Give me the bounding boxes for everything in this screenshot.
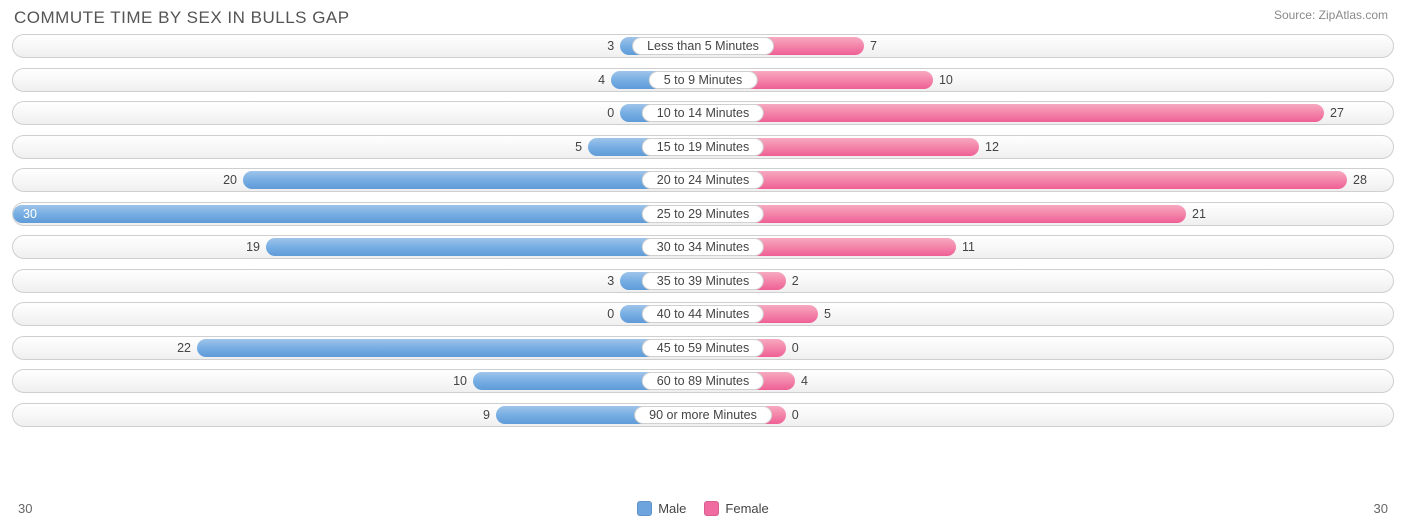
legend-swatch-female (704, 501, 719, 516)
value-female: 0 (792, 404, 799, 426)
category-label: 20 to 24 Minutes (642, 171, 764, 189)
value-male: 20 (223, 169, 237, 191)
value-female: 10 (939, 69, 953, 91)
category-label: 15 to 19 Minutes (642, 138, 764, 156)
chart-row: 9 0 90 or more Minutes (12, 403, 1394, 427)
value-female: 11 (962, 236, 975, 258)
bar-male (243, 171, 703, 189)
value-female: 5 (824, 303, 831, 325)
bar-female (703, 205, 1186, 223)
legend-item-female: Female (704, 501, 768, 516)
legend-label-female: Female (725, 501, 768, 516)
value-female: 12 (985, 136, 999, 158)
chart-row: 19 11 30 to 34 Minutes (12, 235, 1394, 259)
category-label: 35 to 39 Minutes (642, 272, 764, 290)
chart-row: 0 5 40 to 44 Minutes (12, 302, 1394, 326)
value-male: 9 (483, 404, 490, 426)
value-male: 10 (453, 370, 467, 392)
chart-header: COMMUTE TIME BY SEX IN BULLS GAP Source:… (0, 0, 1406, 34)
chart-row: 20 28 20 to 24 Minutes (12, 168, 1394, 192)
chart-row: 22 0 45 to 59 Minutes (12, 336, 1394, 360)
category-label: 60 to 89 Minutes (642, 372, 764, 390)
bar-male (266, 238, 703, 256)
category-label: 90 or more Minutes (634, 406, 772, 424)
value-male: 3 (607, 270, 614, 292)
axis-max-left: 30 (18, 501, 32, 516)
chart-row: 4 10 5 to 9 Minutes (12, 68, 1394, 92)
value-male: 0 (607, 102, 614, 124)
bar-female (703, 171, 1347, 189)
bar-female (703, 104, 1324, 122)
chart-row: 5 12 15 to 19 Minutes (12, 135, 1394, 159)
chart-footer: 30 Male Female 30 (0, 501, 1406, 516)
value-male: 4 (598, 69, 605, 91)
category-label: 45 to 59 Minutes (642, 339, 764, 357)
value-male: 5 (575, 136, 582, 158)
legend: Male Female (637, 501, 769, 516)
category-label: 25 to 29 Minutes (642, 205, 764, 223)
category-label: 10 to 14 Minutes (642, 104, 764, 122)
category-label: 40 to 44 Minutes (642, 305, 764, 323)
value-female: 2 (792, 270, 799, 292)
chart-row: 3 7 Less than 5 Minutes (12, 34, 1394, 58)
bar-male (197, 339, 703, 357)
value-male: 0 (607, 303, 614, 325)
value-female: 4 (801, 370, 808, 392)
chart-row: 10 4 60 to 89 Minutes (12, 369, 1394, 393)
value-male: 22 (177, 337, 191, 359)
value-female: 0 (792, 337, 799, 359)
category-label: Less than 5 Minutes (632, 37, 774, 55)
chart-source: Source: ZipAtlas.com (1274, 8, 1388, 22)
value-female: 27 (1330, 102, 1344, 124)
legend-label-male: Male (658, 501, 686, 516)
legend-item-male: Male (637, 501, 686, 516)
category-label: 30 to 34 Minutes (642, 238, 764, 256)
value-male: 3 (607, 35, 614, 57)
chart-title: COMMUTE TIME BY SEX IN BULLS GAP (14, 8, 350, 28)
value-female: 28 (1353, 169, 1367, 191)
chart-row: 3 2 35 to 39 Minutes (12, 269, 1394, 293)
chart-row: 30 21 25 to 29 Minutes (12, 202, 1394, 226)
category-label: 5 to 9 Minutes (649, 71, 758, 89)
chart-row: 0 27 10 to 14 Minutes (12, 101, 1394, 125)
bar-male (13, 205, 703, 223)
value-female: 7 (870, 35, 877, 57)
value-male: 19 (246, 236, 260, 258)
legend-swatch-male (637, 501, 652, 516)
value-male: 30 (23, 203, 37, 225)
diverging-bar-chart: 37Less than 5 Minutes4105 to 9 Minutes02… (0, 34, 1406, 427)
value-female: 21 (1192, 203, 1206, 225)
axis-max-right: 30 (1374, 501, 1388, 516)
